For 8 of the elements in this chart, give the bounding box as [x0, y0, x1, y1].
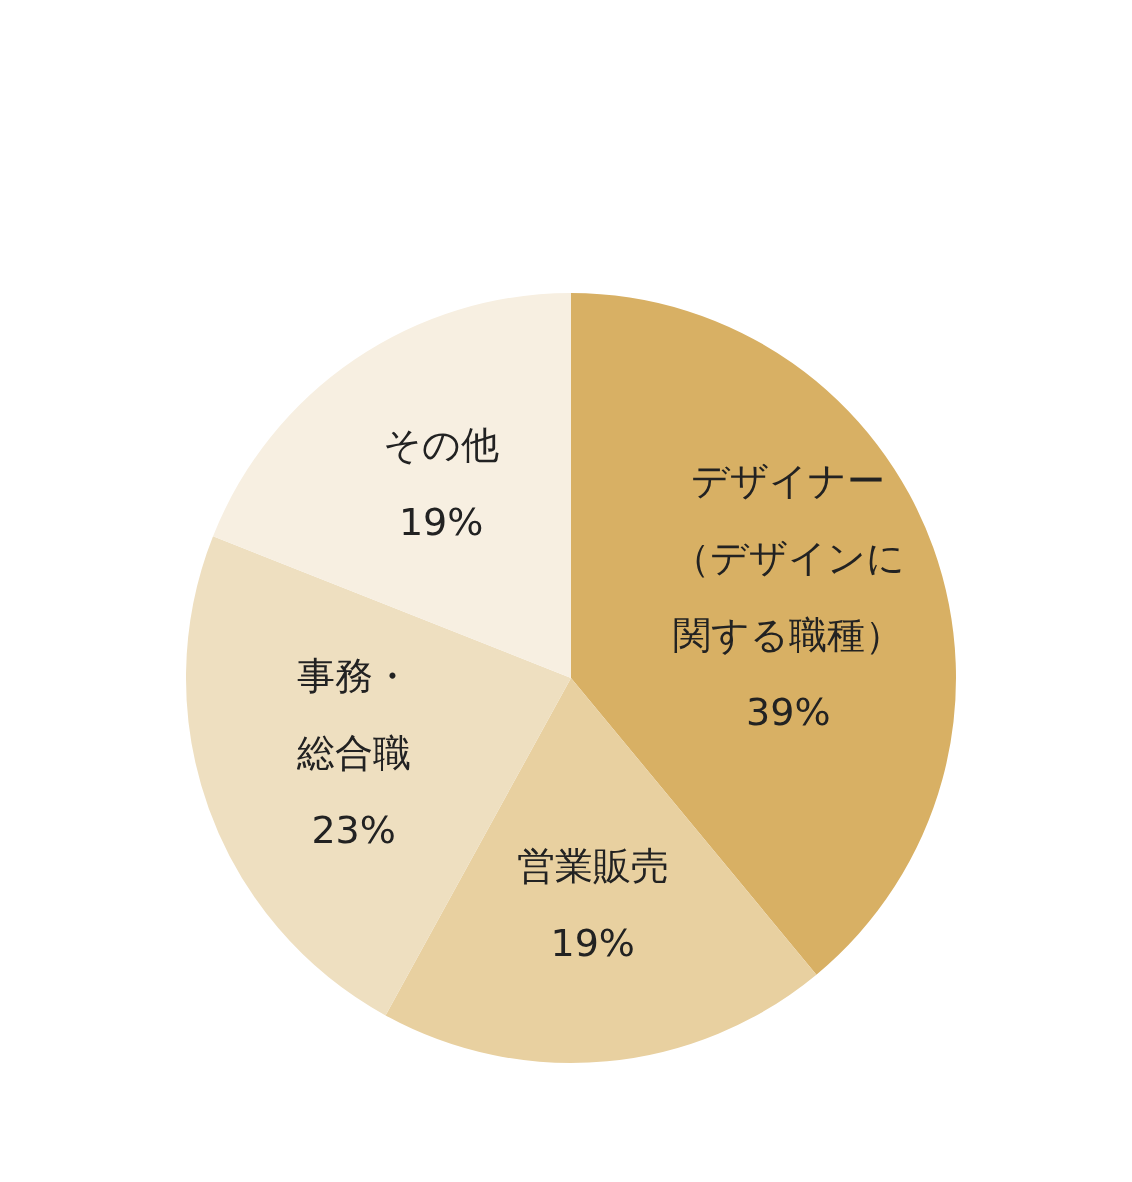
data-label: 39% [746, 690, 831, 735]
slice-label: デザイナー（デザインに関する職種） [671, 459, 905, 658]
data-label: 23% [311, 808, 396, 853]
slice-label: 営業販売 [516, 844, 669, 889]
slice-label: その他 [383, 423, 500, 468]
data-label: 19% [550, 921, 635, 966]
data-label: 19% [398, 500, 484, 545]
slice-label: 事務・総合職 [295, 654, 411, 776]
